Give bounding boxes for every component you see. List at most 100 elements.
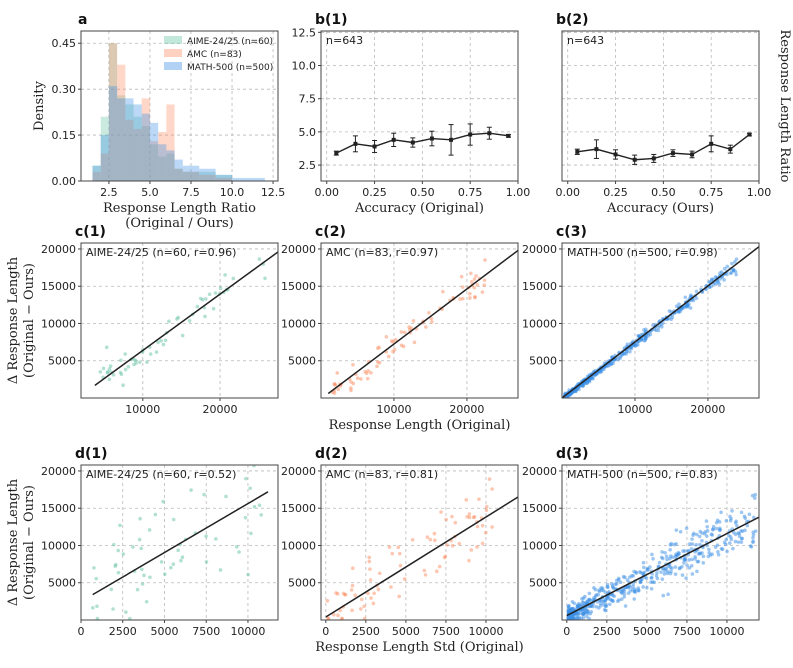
histogram-bar xyxy=(125,104,134,181)
scatter-point xyxy=(411,319,416,323)
panel-label: c(2) xyxy=(315,224,346,240)
scatter-point xyxy=(362,616,367,620)
x-tick-label: 20000 xyxy=(690,403,725,416)
scatter-point xyxy=(263,276,267,281)
scatter-point xyxy=(475,524,480,529)
scatter-point xyxy=(144,599,149,604)
scatter-point xyxy=(652,580,657,585)
scatter-point xyxy=(105,371,110,375)
panel-c1: 10000 20000 5000 10000 15000 20000 c(1) AIME-24… xyxy=(6,224,279,416)
scatter-point xyxy=(407,325,411,329)
y-tick-label: 20000 xyxy=(41,243,76,256)
scatter-point xyxy=(701,554,706,559)
scatter-point xyxy=(689,547,694,551)
scatter-point xyxy=(667,309,672,313)
y-axis-label: Density xyxy=(32,80,47,131)
x-axis-label: Response Length Ratio xyxy=(103,201,256,216)
scatter-point xyxy=(580,596,584,601)
scatter-point xyxy=(581,383,585,388)
scatter-point xyxy=(691,533,695,537)
plot-area xyxy=(94,251,278,388)
x-tick-label: 7500 xyxy=(192,625,220,638)
scatter-point xyxy=(701,561,706,565)
scatter-point xyxy=(736,540,741,544)
scatter-point xyxy=(369,370,373,375)
scatter-point xyxy=(659,555,664,560)
scatter-point xyxy=(718,271,722,275)
scatter-point xyxy=(655,576,660,581)
scatter-point xyxy=(727,541,732,545)
scatter-point xyxy=(684,526,689,531)
scatter-point xyxy=(398,563,403,568)
axes-frame xyxy=(80,30,279,182)
scatter-point xyxy=(423,573,428,577)
scatter-point xyxy=(641,585,645,589)
scatter-point xyxy=(674,304,679,309)
histogram-bar xyxy=(125,98,134,181)
panel-label: c(1) xyxy=(75,224,106,240)
scatter-point xyxy=(475,545,479,549)
scatter-point xyxy=(688,306,693,310)
scatter-point xyxy=(589,609,594,614)
scatter-point xyxy=(686,548,691,553)
histogram-bar xyxy=(108,86,118,181)
scatter-point xyxy=(650,552,654,557)
scatter-point xyxy=(681,549,685,553)
y-axis-label: Δ Response Length xyxy=(6,256,21,384)
scatter-point xyxy=(397,594,401,599)
data-point xyxy=(487,131,492,136)
scatter-point xyxy=(668,547,672,552)
scatter-point xyxy=(257,257,262,261)
scatter-point xyxy=(389,585,393,589)
scatter-point xyxy=(659,570,663,574)
scatter-point xyxy=(709,278,714,282)
scatter-point xyxy=(368,567,372,571)
scatter-point xyxy=(200,297,205,302)
scatter-point xyxy=(123,352,127,356)
x-tick-label: 10000 xyxy=(230,625,265,638)
scatter-point xyxy=(622,589,627,593)
scatter-point xyxy=(651,556,655,561)
plot-area xyxy=(327,249,518,395)
plot-area xyxy=(562,246,759,398)
scatter-point xyxy=(722,266,727,271)
x-tick-label: 10000 xyxy=(617,403,652,416)
scatter-point xyxy=(694,289,699,294)
scatter-point xyxy=(137,537,142,542)
scatter-point xyxy=(603,590,607,594)
y-tick-label: 15000 xyxy=(522,280,557,293)
scatter-point xyxy=(661,593,666,598)
scatter-point xyxy=(710,533,715,537)
scatter-point xyxy=(484,508,489,512)
data-point xyxy=(429,136,434,141)
scatter-point xyxy=(585,611,590,616)
scatter-point xyxy=(616,357,621,362)
histogram-bar xyxy=(158,132,167,181)
scatter-point xyxy=(336,613,340,618)
scatter-point xyxy=(604,604,609,608)
x-tick-label: 0 xyxy=(322,625,329,638)
scatter-point xyxy=(249,531,253,536)
scatter-point xyxy=(246,572,250,577)
panel-a: AIME-24/25 (n=60) AMC (n=83) MATH-500 (n=5… xyxy=(32,12,285,231)
scatter-point xyxy=(743,516,748,521)
legend-swatch xyxy=(164,49,182,57)
histogram-bar xyxy=(141,113,150,181)
scatter-point xyxy=(593,373,597,378)
scatter-point xyxy=(704,534,709,538)
scatter-point xyxy=(424,325,428,329)
scatter-point xyxy=(101,366,106,371)
scatter-point xyxy=(371,601,376,606)
y-tick-label: 15000 xyxy=(41,280,76,293)
scatter-point xyxy=(234,545,239,549)
scatter-point xyxy=(698,542,702,547)
scatter-point xyxy=(714,282,718,286)
scatter-point xyxy=(733,532,738,537)
scatter-point xyxy=(332,382,337,386)
scatter-point xyxy=(367,559,372,564)
y-tick-label: 10000 xyxy=(41,539,76,552)
scatter-point xyxy=(355,376,360,381)
scatter-point xyxy=(656,325,661,330)
scatter-point xyxy=(465,514,470,519)
scatter-point xyxy=(572,601,577,606)
